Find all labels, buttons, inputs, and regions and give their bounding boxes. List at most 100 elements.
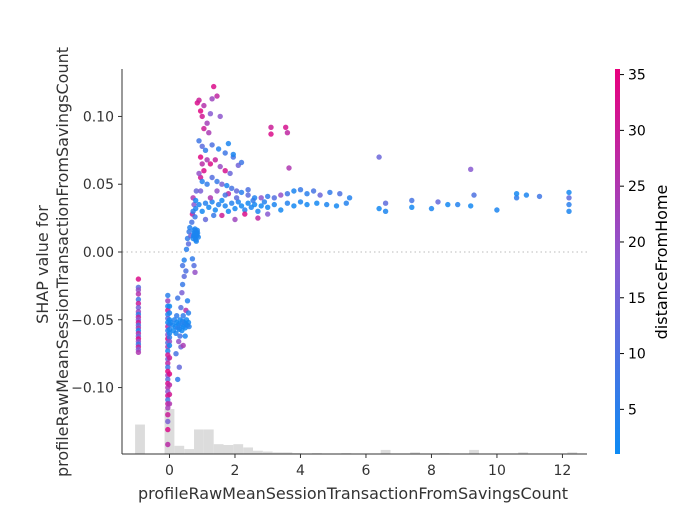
data-point	[185, 310, 192, 316]
data-point	[327, 189, 333, 196]
data-point	[304, 201, 310, 208]
data-point	[192, 214, 198, 220]
data-point	[245, 192, 251, 198]
data-point	[166, 371, 173, 377]
data-point	[135, 304, 142, 311]
data-point	[193, 238, 199, 244]
data-point	[183, 246, 190, 252]
data-point	[536, 193, 543, 200]
data-point	[196, 201, 202, 208]
data-point	[180, 313, 186, 319]
data-point	[207, 161, 214, 167]
x-tick-label: 6	[362, 463, 371, 479]
y-axis-label-line-2: profileRawMeanSessionTransactionFromSavi…	[53, 47, 72, 477]
data-point	[242, 211, 248, 217]
data-point	[284, 130, 291, 136]
data-point	[376, 205, 382, 212]
data-point	[333, 203, 340, 209]
histogram-bar	[184, 449, 195, 454]
data-point	[409, 197, 415, 204]
data-point	[209, 96, 215, 102]
histogram-bar	[213, 444, 224, 454]
data-point	[445, 201, 451, 208]
histogram-bar	[518, 452, 529, 454]
histogram-bar	[174, 445, 185, 454]
histogram-bar	[410, 452, 420, 454]
data-point	[199, 178, 205, 185]
data-point	[324, 201, 330, 208]
data-point	[192, 269, 198, 275]
data-point	[271, 201, 277, 208]
feature-histogram	[135, 409, 578, 454]
data-point	[135, 300, 142, 307]
colorbar-tick-label: 35	[628, 68, 646, 84]
data-point	[166, 330, 173, 336]
y-tick-label: 0.00	[83, 245, 114, 261]
colorbar-label: distanceFromHome	[652, 185, 671, 340]
data-point	[268, 131, 274, 137]
data-point	[297, 199, 304, 205]
data-point	[166, 355, 173, 361]
data-point	[165, 376, 171, 383]
data-point	[255, 208, 261, 214]
colorbar-tick-label: 20	[628, 235, 646, 251]
histogram-bar	[135, 424, 145, 454]
data-point	[185, 241, 192, 247]
data-point	[184, 298, 191, 304]
data-point	[219, 181, 225, 187]
data-point	[166, 338, 173, 345]
x-tick-label: 2	[231, 463, 240, 479]
data-point	[166, 391, 173, 398]
data-point	[284, 191, 291, 197]
data-point	[165, 298, 171, 304]
colorbar-ticks: 5 10 15 20 25 30 35	[620, 68, 646, 418]
data-point	[209, 199, 215, 205]
data-point	[173, 330, 179, 336]
y-tick-label: −0.05	[71, 313, 114, 329]
data-point	[233, 195, 240, 201]
data-point	[214, 178, 220, 185]
colorbar	[615, 69, 620, 454]
y-axis-label-line-1: SHAP value for	[33, 205, 52, 324]
data-point	[271, 195, 277, 201]
data-point	[245, 200, 251, 206]
data-point	[278, 192, 284, 198]
data-point	[382, 200, 389, 206]
data-point	[212, 157, 218, 163]
data-point	[165, 360, 171, 366]
data-point	[219, 197, 225, 204]
histogram-bar	[233, 444, 244, 454]
data-point	[204, 120, 210, 126]
data-point	[245, 187, 251, 193]
data-point	[206, 204, 212, 210]
data-point	[185, 319, 192, 326]
data-point	[219, 212, 225, 219]
data-point	[165, 441, 171, 448]
x-axis-label: profileRawMeanSessionTransactionFromSavi…	[138, 484, 568, 503]
data-point	[196, 170, 202, 177]
data-point	[376, 154, 382, 160]
data-point	[297, 187, 304, 193]
data-point	[265, 211, 271, 217]
data-point	[201, 102, 207, 109]
data-point	[255, 215, 261, 221]
data-point	[191, 262, 197, 269]
histogram-bar	[194, 429, 204, 454]
data-point	[225, 208, 232, 214]
data-point	[242, 207, 248, 213]
histogram-bar	[243, 447, 253, 454]
data-point	[513, 191, 520, 197]
data-point	[209, 174, 215, 181]
data-point	[178, 304, 184, 311]
data-point	[261, 199, 268, 205]
data-point	[179, 281, 186, 288]
data-point	[135, 276, 142, 282]
data-point	[265, 204, 271, 210]
histogram-bar	[262, 451, 273, 454]
data-point	[314, 200, 320, 206]
data-point	[182, 333, 188, 339]
data-point	[196, 97, 202, 103]
x-tick-label: 10	[488, 463, 506, 479]
data-point	[494, 207, 500, 213]
